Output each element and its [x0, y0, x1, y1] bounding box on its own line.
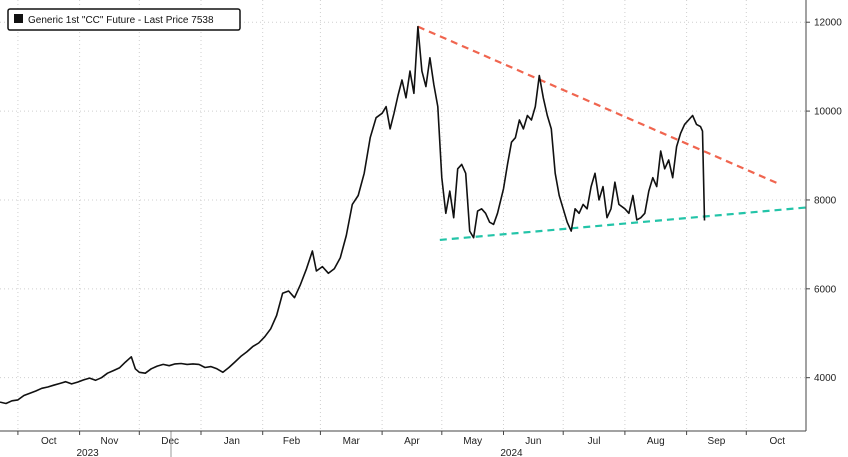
x-tick-label: Nov: [101, 436, 119, 447]
x-tick-label: May: [463, 436, 482, 447]
legend-swatch-icon: [14, 14, 23, 23]
y-tick-label: 12000: [814, 18, 842, 29]
x-tick-label: Apr: [404, 436, 420, 447]
series: [0, 25, 706, 405]
year-label: 2024: [500, 448, 523, 457]
upper-trendline: [417, 25, 781, 186]
y-tick-label: 4000: [814, 373, 837, 384]
x-tick-label: Oct: [41, 436, 57, 447]
x-tick-label: Oct: [770, 436, 786, 447]
lower-trendline: [439, 206, 807, 242]
x-tick-label: Aug: [647, 436, 665, 447]
legend-box: [7, 8, 241, 31]
price-series-line: [0, 25, 706, 405]
x-tick-label: Dec: [161, 436, 179, 447]
year-label: 2023: [76, 448, 99, 457]
y-tick-label: 8000: [814, 195, 837, 206]
legend-label: Generic 1st "CC" Future - Last Price 753…: [28, 15, 214, 26]
x-tick-label: Jun: [525, 436, 541, 447]
legend: Generic 1st "CC" Future - Last Price 753…: [7, 8, 241, 31]
trendlines: [417, 25, 807, 242]
x-tick-label: Jan: [224, 436, 240, 447]
x-tick-label: Feb: [283, 436, 301, 447]
x-tick-label: Jul: [588, 436, 601, 447]
x-tick-label: Sep: [708, 436, 726, 447]
y-tick-label: 10000: [814, 107, 842, 118]
x-tick-label: Mar: [343, 436, 361, 447]
y-tick-label: 6000: [814, 284, 837, 295]
